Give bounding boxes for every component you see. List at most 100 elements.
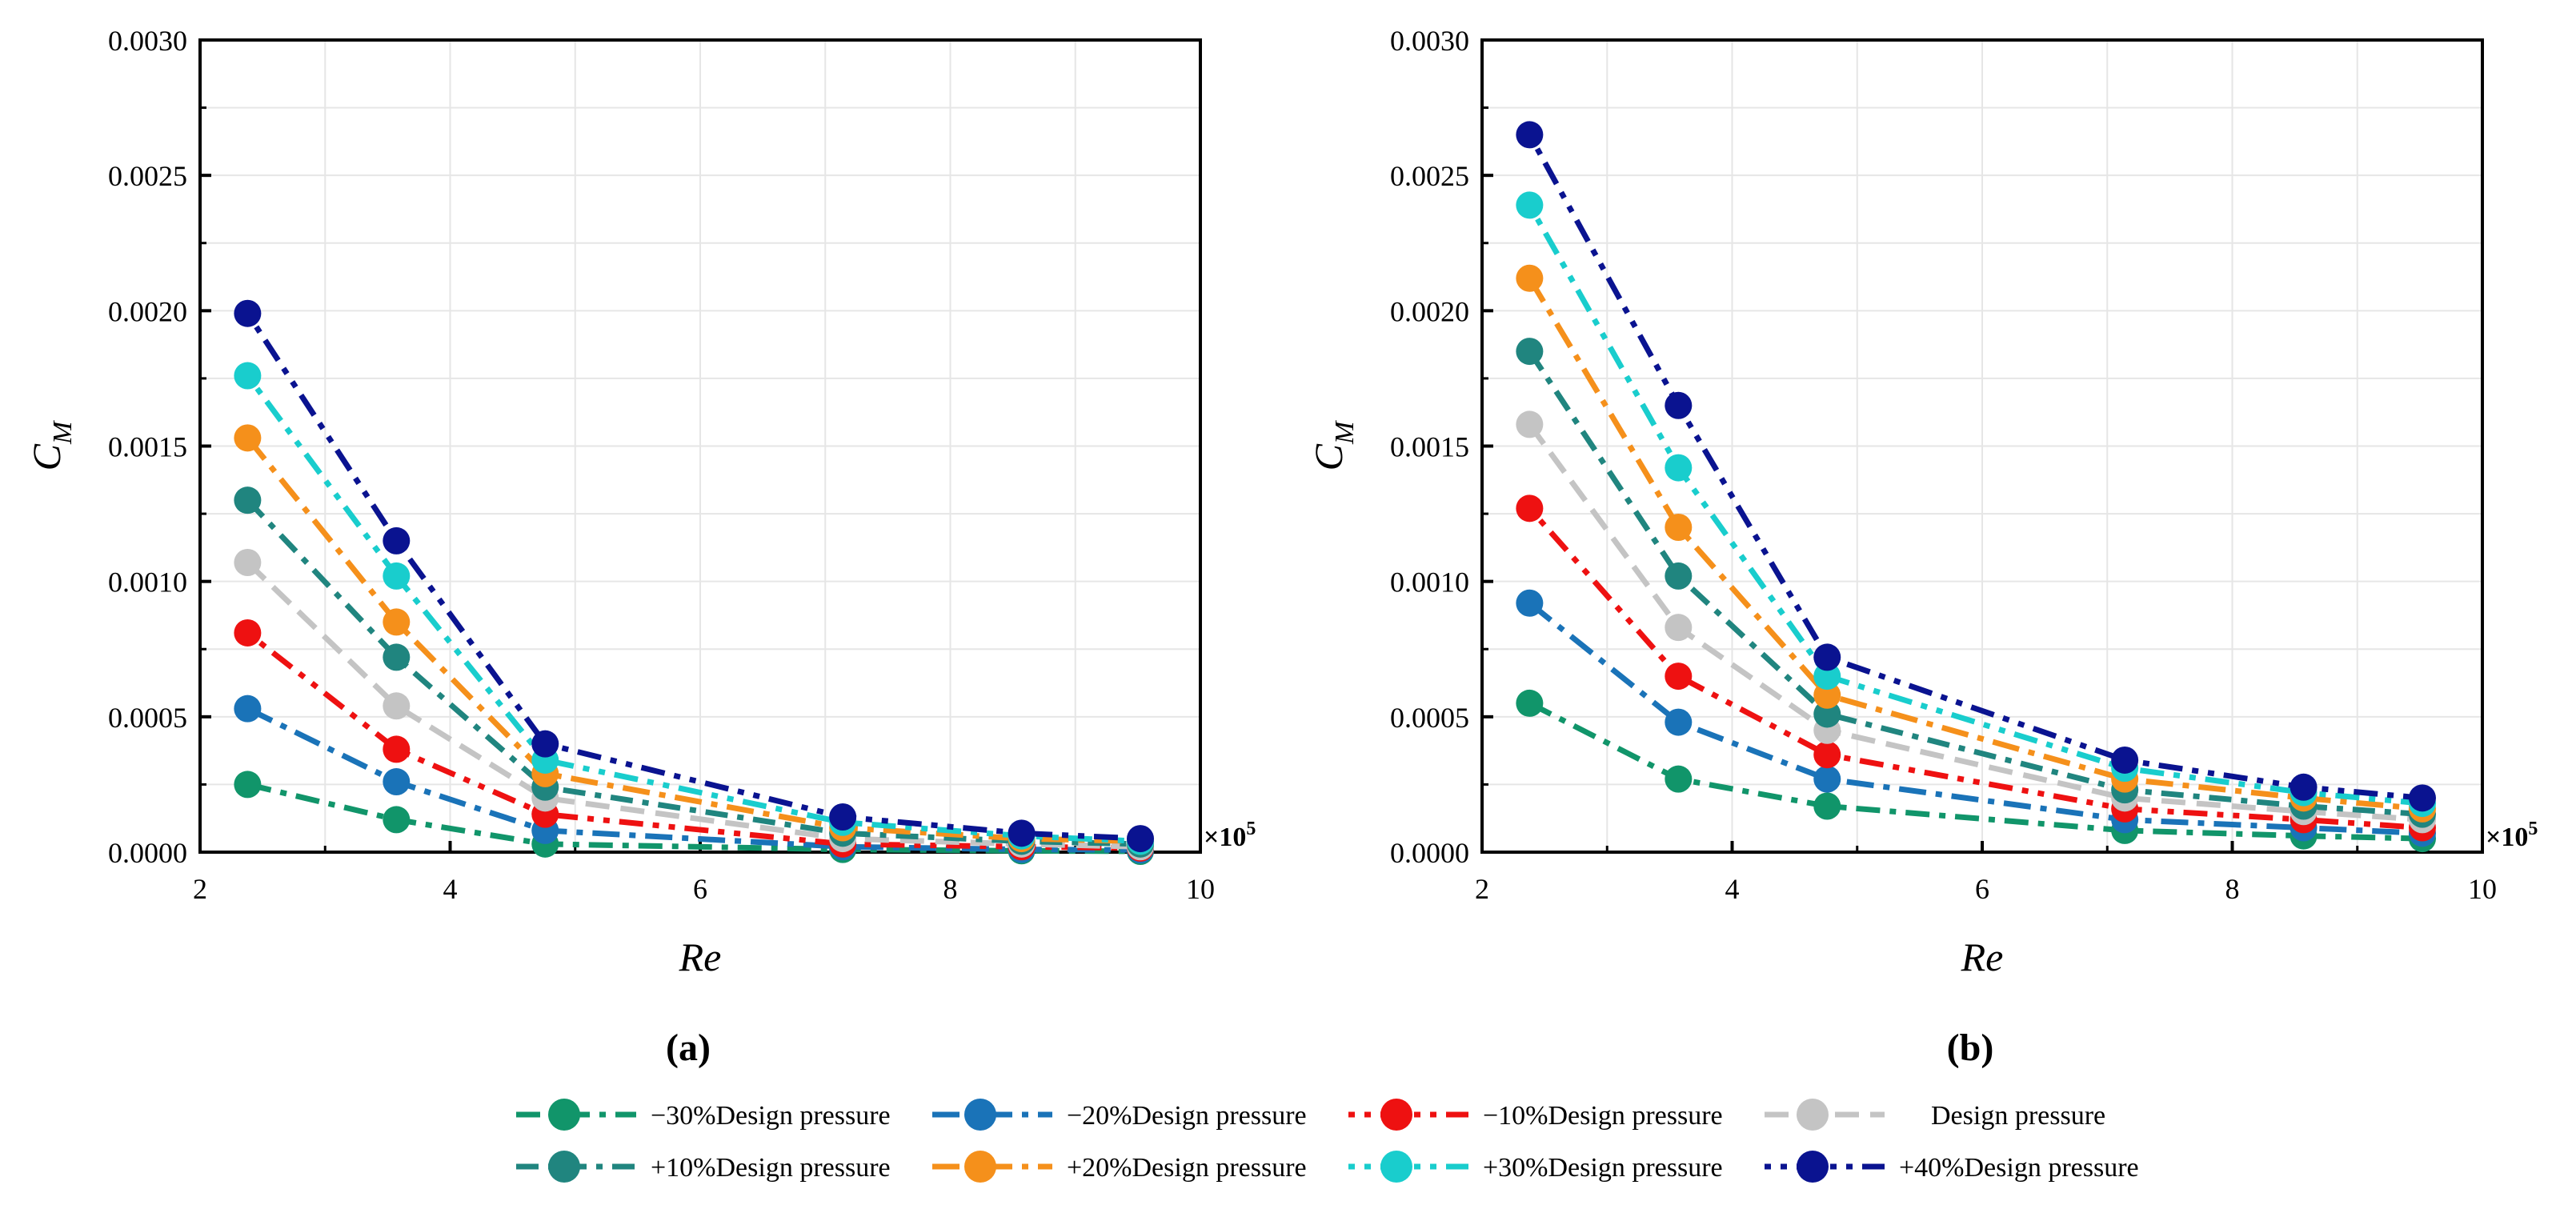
chart-0-series-line-2 [246,631,1141,851]
chart-1-series-0-point [1665,765,1693,793]
chart-1-series-1-point [1665,708,1693,736]
chart-0-y-axis-label-main: C [24,443,69,470]
chart-1-y-tick-label: 0.0015 [1390,431,1469,463]
chart-1-series-line-6 [1527,203,2423,807]
chart-0-y-axis-label: CM [24,420,78,470]
chart-1-series-0-point [1813,792,1841,820]
chart-0-y-tick-label: 0.0000 [108,837,187,869]
chart-0-series-line-5 [245,436,1141,844]
legend-label-0: −30%Design pressure [651,1101,891,1131]
chart-1-series-5-point [1813,681,1841,709]
chart-1-series-4-point [1665,562,1693,590]
chart-0-series-1-point [234,695,262,723]
chart-1-series-7-point [2409,784,2436,812]
chart-0-x-multiplier-base: ×10 [1204,823,1246,852]
chart-0-y-axis-label-subscript: M [48,420,78,445]
chart-0-series-7-point [829,803,857,831]
chart-0-x-tick-label: 10 [1186,873,1215,905]
chart-1-series-5-point [1516,264,1544,292]
chart-1-x-tick-label: 2 [1475,873,1489,905]
chart-1-series-6-point [1516,191,1544,219]
chart-0-y-tick-label: 0.0030 [108,25,187,57]
chart-0-series-3-point [234,548,262,576]
chart-panel-b: 2 4 6 8 10 0.0000 0.0005 0.0010 0.0015 0.0020 0.00… [1306,25,2538,979]
chart-0-series-line-7 [245,311,1141,842]
chart-0-y-tick-label: 0.0015 [108,431,187,463]
chart-1-x-multiplier-base: ×10 [2486,823,2528,852]
chart-0-y-tick-label: 0.0005 [108,702,187,734]
legend-marker-4 [548,1151,580,1183]
chart-0-series-line-4 [245,498,1141,847]
chart-1-series-line-7 [1527,133,2423,801]
legend-label-6: +30%Design pressure [1483,1153,1723,1183]
chart-0-x-multiplier-exponent: 5 [1246,819,1256,839]
chart-1-series-3-point [1665,614,1693,642]
chart-1-series-1-point [1813,765,1841,793]
legend-marker-0 [548,1099,580,1131]
chart-1-series-2-point [1516,494,1544,522]
chart-0-series-5-point [234,424,262,452]
chart-1-series-2-point [1813,741,1841,769]
legend-marker-1 [964,1099,996,1131]
chart-1-series-6-point [1813,663,1841,691]
chart-0-series-7-point [531,730,559,758]
chart-1-series-line-3 [1527,422,2423,823]
chart-1-y-tick-label: 0.0010 [1390,566,1469,598]
chart-0-x-tick-label: 2 [193,873,207,905]
chart-1-series-3-point [1516,410,1544,438]
chart-1-y-axis-label-subscript: M [1330,420,1360,445]
chart-0-series-7-point [1127,825,1154,853]
legend-marker-5 [964,1151,996,1183]
chart-0-series-1-point [383,768,411,796]
chart-1-series-7-point [1813,643,1841,671]
legend-marker-2 [1380,1099,1412,1131]
chart-1-series-line-4 [1527,350,2423,818]
panel-label-a: (a) [666,1027,711,1069]
chart-0-series-6-point [383,562,411,590]
chart-1-y-tick-label: 0.0000 [1390,837,1469,869]
legend-label-1: −20%Design pressure [1067,1101,1307,1131]
chart-1-y-axis-label-main: C [1306,443,1351,470]
chart-1-y-tick-label: 0.0020 [1390,295,1469,327]
chart-1-y-axis-label: CM [1306,420,1360,470]
chart-0-series-4-point [234,486,262,514]
chart-0-y-tick-label: 0.0020 [108,295,187,327]
panel-label-b: (b) [1947,1027,1994,1069]
chart-0-series-4-point [383,643,411,671]
chart-1-x-multiplier-exponent: 5 [2528,819,2538,839]
chart-0-series-7-point [383,526,411,554]
chart-0-series-6-point [234,362,262,390]
chart-1-series-2-point [1665,663,1693,691]
legend-marker-7 [1797,1151,1829,1183]
chart-1-y-tick-label: 0.0030 [1390,25,1469,57]
chart-0-series-0-point [383,806,411,834]
chart-1-series-5-point [1665,514,1693,541]
chart-0-series-2-point [234,619,262,647]
chart-panel-a: 2 4 6 8 10 0.0000 0.0005 0.0010 0.0015 0.0020 0.00… [24,25,1256,979]
chart-1-y-tick-label: 0.0005 [1390,702,1469,734]
chart-0-x-tick-label: 6 [693,873,707,905]
chart-0-x-axis-label: Re [679,935,722,979]
chart-1-series-line-0 [1528,700,2423,842]
chart-0-series-0-point [234,771,262,799]
legend-label-2: −10%Design pressure [1483,1101,1723,1131]
chart-0-y-tick-label: 0.0025 [108,160,187,192]
chart-1-series-4-point [1516,338,1544,366]
legend-marker-3 [1797,1099,1829,1131]
chart-1-series-line-1 [1528,601,2423,836]
chart-0-series-7-point [1008,819,1036,847]
chart-1-series-1-point [1516,589,1544,617]
chart-1-x-axis-label: Re [1961,935,2004,979]
chart-1-series-7-point [1665,391,1693,419]
chart-0-series-line-1 [246,706,1141,853]
chart-1-x-multiplier: ×105 [2486,819,2538,852]
legend-label-7: +40%Design pressure [1899,1153,2139,1183]
chart-1-x-tick-label: 6 [1975,873,1989,905]
chart-1-series-4-point [1813,700,1841,728]
chart-1-x-tick-label: 4 [1725,873,1740,905]
chart-0-series-7-point [234,299,262,327]
chart-0-x-tick-label: 8 [943,873,958,905]
chart-0-x-tick-label: 4 [443,873,458,905]
